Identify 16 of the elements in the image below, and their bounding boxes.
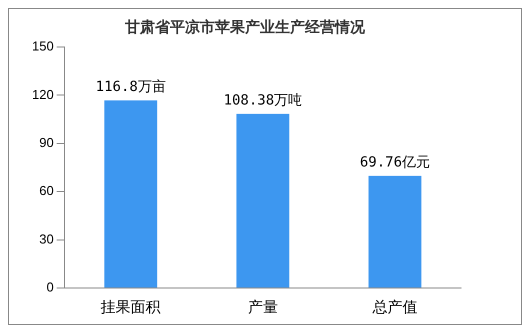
data-label: 108.38万吨 [224,92,302,109]
data-label: 116.8万亩 [96,78,166,95]
y-tick-label: 30 [39,231,54,246]
x-tick-label: 产量 [248,298,278,316]
y-tick-label: 60 [39,183,54,198]
y-tick-label: 150 [32,38,54,54]
bar [368,176,422,288]
bar [236,114,290,288]
chart-title: 甘肃省平凉市苹果产业生产经营情况 [124,18,366,36]
y-tick-label: 0 [46,280,54,295]
data-label: 69.76亿元 [360,154,430,171]
y-tick-label: 90 [39,134,54,150]
y-tick-label: 120 [32,86,54,102]
x-tick-label: 总产值 [371,298,418,316]
x-tick-label: 挂果面积 [100,298,161,316]
bar [104,100,158,288]
